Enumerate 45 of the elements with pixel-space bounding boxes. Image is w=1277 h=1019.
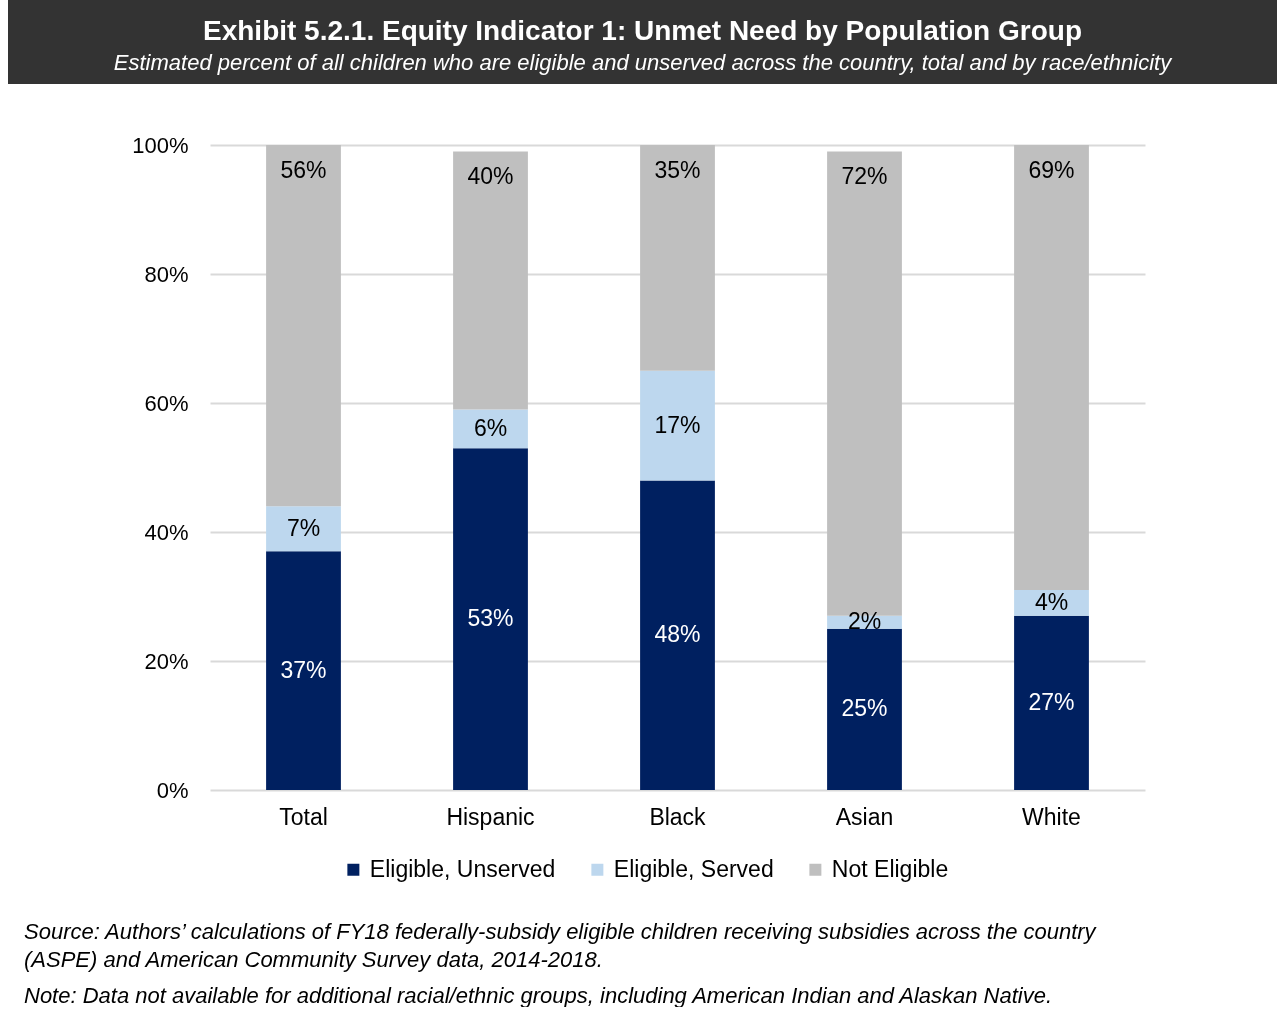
chart-subtitle: Estimated percent of all children who are eligible and unserved across the country, total and by race/ethnicity [113,50,1174,75]
bar [640,370,715,481]
bar [827,628,902,790]
y-tick-label: 40% [144,519,189,545]
bar [453,151,528,410]
text: Note: Data not available for additional racial/ethnic groups, including American Indian and Alaskan Native. [24,983,1053,1008]
bar [266,145,341,507]
data-label: 40% [467,163,514,190]
data-label: 37% [280,656,327,683]
bar [1014,615,1089,790]
data-label: 72% [841,163,888,190]
bar [266,551,341,790]
data-label: 48% [654,621,701,648]
data-label: 25% [841,695,888,722]
data-label: 7% [286,514,321,541]
data-label: 17% [654,411,701,438]
source-note: Source: Authors’ calculations of FY18 federally-subsidy eligible children receiving subsidies across the country (ASPE) and American Community Survey data, 2014-2018. [24,919,1098,972]
data-label: 2% [847,608,882,635]
chart-title: Exhibit 5.2.1. Equity Indicator 1: Unmet Need by Population Group [203,15,1082,46]
data-label: 35% [654,157,701,183]
bar [266,506,341,552]
legend-label: Eligible, Served [613,855,774,882]
data-label: 53% [467,605,514,632]
bar [1014,145,1089,591]
x-tick-label: Black [649,803,707,830]
legend-label: Eligible, Unserved [369,855,556,882]
x-tick-label: Total [279,803,328,830]
bar [640,145,715,371]
y-tick-label: 20% [144,648,189,674]
bar [640,480,715,790]
data-label: 27% [1028,688,1075,715]
bar [453,409,528,449]
x-tick-label: White [1022,803,1081,830]
x-tick-label: Asian [835,803,894,830]
y-tick-label: 100% [132,132,189,158]
legend-label: Not Eligible [831,855,949,882]
data-label: 69% [1028,157,1075,183]
data-label: 4% [1034,588,1069,615]
y-tick-label: 60% [144,390,189,416]
data-label: 56% [280,157,327,183]
y-tick-label: 0% [156,777,189,803]
x-tick-label: Hispanic [446,803,535,830]
data-label: 6% [473,414,508,441]
y-tick-label: 80% [144,261,189,287]
bar [453,448,528,790]
